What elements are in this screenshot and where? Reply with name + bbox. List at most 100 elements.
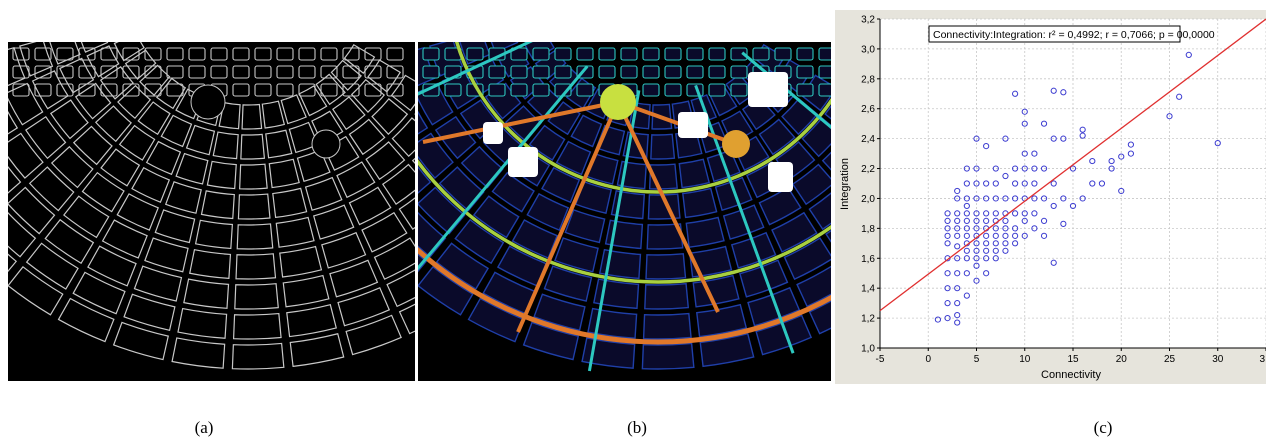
data-point (954, 243, 961, 250)
network-block (801, 117, 831, 158)
data-point (1060, 220, 1067, 227)
data-point (963, 217, 970, 224)
network-block (664, 47, 682, 61)
data-point (1002, 232, 1009, 239)
city-block (137, 101, 171, 136)
city-block (124, 49, 157, 80)
city-block (133, 265, 183, 302)
city-block (86, 45, 120, 78)
network-block (664, 65, 682, 79)
scatter-chart: 1,0 1,2 1,4 1,6 1,8 2,0 2,2 2,4 2,6 2,8 3,0 3,2 -5 0 5… (835, 10, 1266, 384)
data-point (973, 255, 980, 262)
open-space (748, 72, 788, 107)
network-block (422, 65, 440, 79)
main-ring-road (455, 42, 831, 194)
main-ring-road (418, 246, 831, 345)
city-block (398, 197, 415, 230)
network-block (685, 216, 725, 248)
city-block (8, 46, 26, 87)
city-block (72, 271, 126, 315)
data-point (1040, 232, 1048, 239)
data-point (963, 210, 970, 217)
data-point (1050, 202, 1057, 210)
network-block (533, 293, 586, 332)
city-block (56, 65, 74, 79)
network-block (644, 282, 690, 310)
data-point (1002, 195, 1009, 202)
city-block (265, 129, 293, 159)
data-point (1040, 120, 1048, 127)
city-block (74, 82, 112, 120)
city-block (298, 85, 328, 117)
city-block (282, 274, 330, 308)
city-block (342, 47, 360, 61)
data-point (1040, 217, 1048, 224)
city-block (44, 218, 95, 265)
data-point (1002, 172, 1009, 180)
city-block (391, 117, 415, 158)
city-block (200, 190, 235, 220)
data-point (944, 270, 951, 277)
city-block (78, 83, 96, 97)
network-block (528, 124, 566, 161)
data-point (1079, 132, 1086, 139)
city-block (25, 115, 67, 160)
network-block (554, 47, 572, 61)
city-block (87, 245, 137, 287)
city-block (231, 342, 285, 370)
grid (877, 18, 1266, 351)
network-block (435, 242, 490, 290)
data-point (944, 314, 951, 322)
caption-b: (b) (627, 418, 647, 437)
city-block (254, 47, 272, 61)
city-block (34, 65, 52, 79)
city-block (100, 83, 118, 97)
data-point (963, 180, 970, 187)
data-point (1012, 240, 1019, 247)
x-tick-label: -5 (876, 354, 885, 365)
x-tick-label: 3 (1259, 354, 1265, 365)
data-point (973, 165, 980, 172)
city-block (59, 57, 95, 94)
data-point (983, 232, 990, 239)
data-point (954, 210, 961, 217)
data-point (992, 247, 999, 254)
city-block (232, 47, 250, 61)
city-block (232, 83, 250, 97)
network-block (642, 65, 660, 79)
city-block (145, 140, 182, 176)
network-block (554, 65, 572, 79)
tick-labels: 1,0 1,2 1,4 1,6 1,8 2,0 2,2 2,4 2,6 2,8 3,0 3,2 -5 0 5… (861, 15, 1265, 366)
city-block (50, 145, 94, 189)
network-block (808, 192, 831, 231)
network-block (422, 47, 440, 61)
city-block (28, 166, 75, 212)
city-block (123, 293, 176, 332)
network-block (796, 265, 831, 308)
network-block (818, 65, 831, 79)
city-block (261, 100, 286, 129)
city-block (8, 253, 18, 273)
network-block (682, 187, 718, 219)
network-block (730, 47, 748, 61)
network-block (646, 223, 684, 250)
city-block (365, 141, 406, 181)
data-point (1012, 180, 1019, 187)
network-block (818, 83, 831, 97)
data-point (1002, 135, 1009, 142)
data-point (983, 143, 990, 150)
city-block (386, 47, 404, 61)
network-block (511, 219, 559, 259)
data-point (1060, 135, 1067, 142)
data-point (963, 232, 970, 239)
city-block (94, 105, 132, 143)
data-point (992, 210, 999, 217)
city-block (8, 265, 64, 316)
data-point (973, 217, 980, 224)
data-point (1031, 180, 1038, 187)
data-point (1166, 113, 1173, 120)
city-block (320, 83, 338, 97)
city-block (286, 303, 337, 338)
network-block (699, 332, 755, 368)
data-point (983, 180, 990, 187)
